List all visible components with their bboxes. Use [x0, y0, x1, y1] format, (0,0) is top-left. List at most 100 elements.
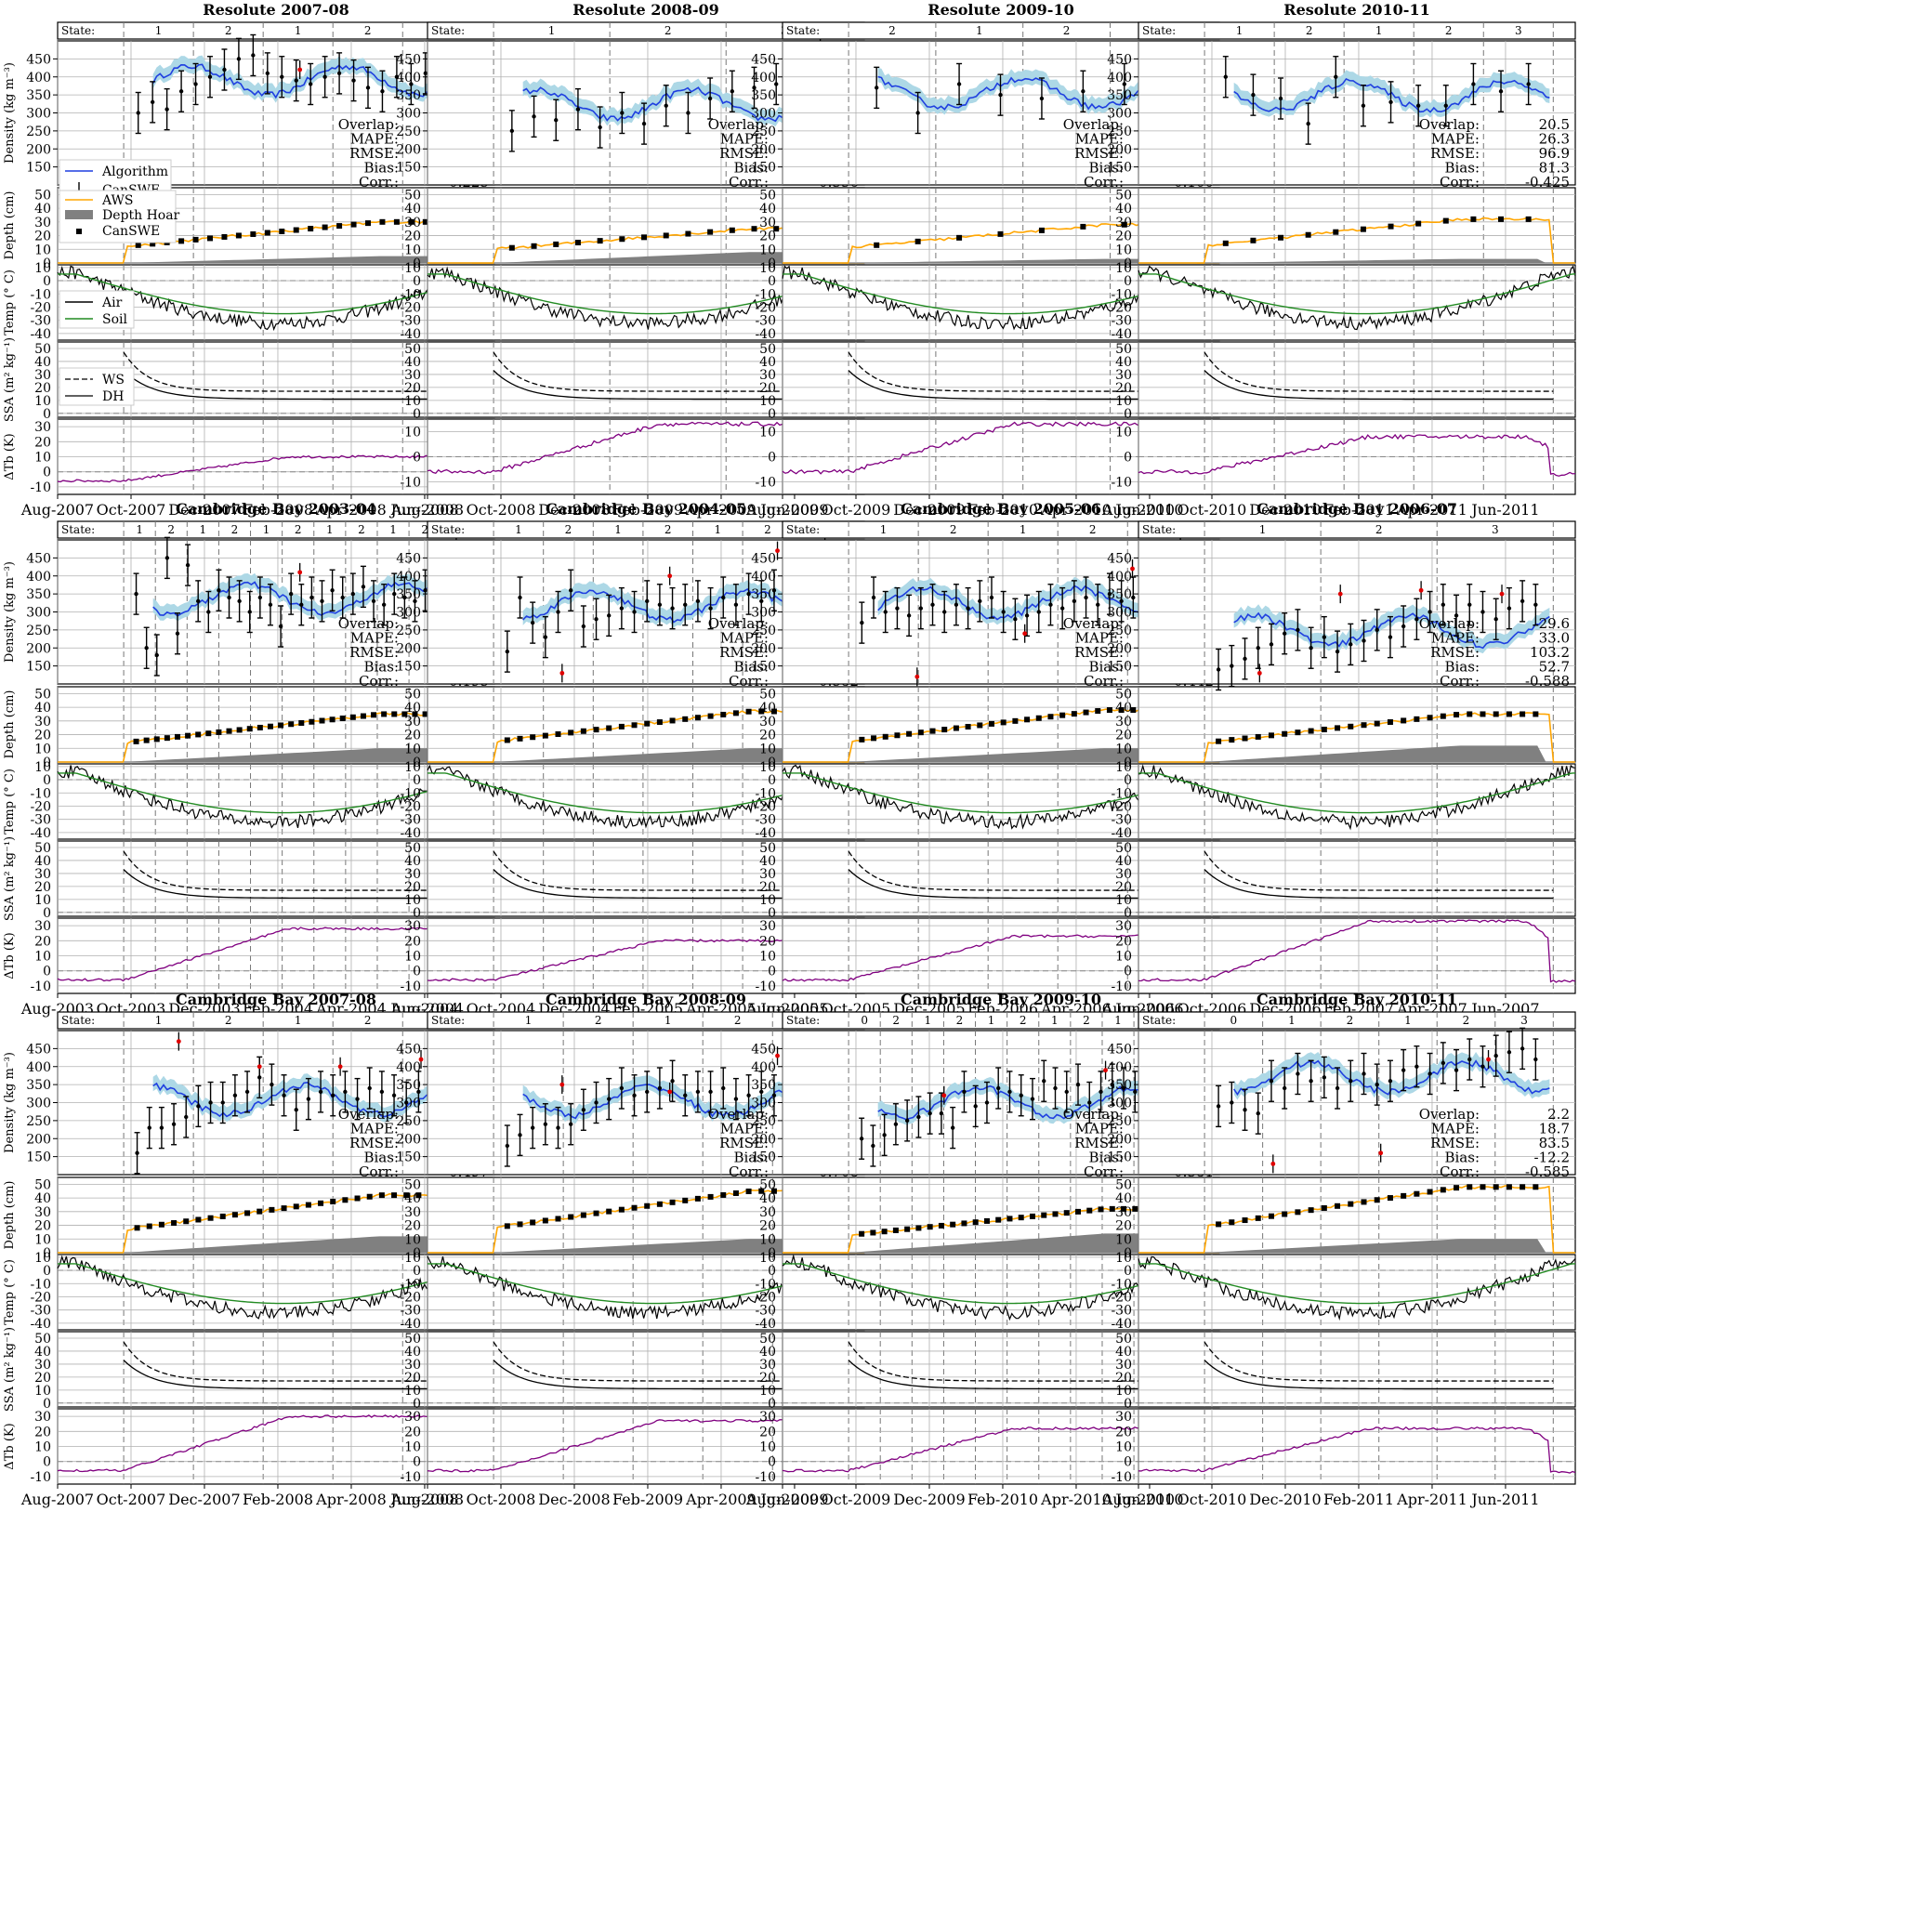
canswe-point [966, 606, 970, 611]
y-tick-label: 400 [1107, 570, 1132, 585]
canswe-point [1107, 591, 1112, 597]
canswe-depth-point [412, 711, 418, 717]
canswe-depth-point [1086, 1207, 1093, 1214]
y-tick-label: 30 [404, 368, 421, 383]
canswe-point [416, 1089, 421, 1095]
y-tick-label: 10 [759, 742, 776, 756]
stat-label: RMSE: [1430, 1135, 1480, 1151]
canswe-depth-point [618, 723, 625, 729]
canswe-depth-point [882, 733, 888, 740]
y-tick-label: 250 [396, 1114, 421, 1129]
canswe-depth-point [881, 1229, 888, 1235]
canswe-point [657, 602, 663, 607]
canswe-depth-point [758, 708, 765, 715]
canswe-point [371, 598, 376, 604]
canswe-depth-point [859, 736, 865, 743]
y-tick-label: 10 [34, 1384, 51, 1399]
state-label: State: [786, 24, 820, 37]
state-number: 2 [595, 1014, 602, 1027]
y-tick-label: 350 [26, 88, 51, 103]
y-tick-label: 10 [1115, 1232, 1132, 1247]
canswe-point [1121, 1085, 1126, 1091]
canswe-point [1533, 602, 1538, 607]
y-tick-label: 300 [396, 1097, 421, 1111]
canswe-point [984, 1100, 990, 1105]
canswe-depth-point [150, 241, 156, 247]
canswe-depth-point [153, 736, 160, 743]
y-tick-label: 30 [1115, 919, 1132, 934]
y-tick-label: 0 [768, 773, 776, 788]
y-tick-label: 10 [34, 1232, 51, 1247]
canswe-depth-point [1121, 221, 1127, 228]
y-tick-label: 350 [396, 587, 421, 602]
state-number: 2 [364, 24, 372, 37]
canswe-depth-point [293, 227, 299, 233]
canswe-point [1048, 602, 1053, 607]
canswe-depth-point [146, 1223, 152, 1229]
canswe-point [942, 610, 947, 614]
canswe-depth-point [134, 1225, 140, 1231]
subplot-title: Cambridge Bay 2004-05 [546, 500, 746, 518]
x-tick-label: Aug-2007 [20, 1491, 94, 1508]
canswe-point [1013, 617, 1018, 622]
canswe-depth-point [1222, 240, 1229, 246]
y-tick-label: 20 [759, 934, 776, 949]
canswe-point [556, 610, 560, 614]
state-number: 1 [925, 1014, 932, 1027]
canswe-depth-point [542, 1217, 548, 1224]
canswe-point [641, 121, 647, 126]
canswe-point [906, 613, 912, 618]
canswe-point [1454, 613, 1459, 618]
y-tick-label: 50 [34, 342, 51, 357]
canswe-point [594, 617, 599, 622]
canswe-depth-point [1467, 1184, 1473, 1190]
canswe-depth-point [1229, 737, 1235, 743]
canswe-depth-point [685, 230, 691, 237]
x-tick-label: Oct-2009 [822, 501, 891, 519]
y-tick-label: 200 [396, 641, 421, 656]
outlier-point [667, 573, 673, 579]
x-tick-label: Oct-2010 [1178, 501, 1247, 519]
y-tick-label: 10 [1115, 1440, 1132, 1455]
y-tick-label: 20 [404, 381, 421, 396]
y-tick-label: 20 [1115, 729, 1132, 743]
soil-temp-line [58, 772, 494, 814]
canswe-depth-point [914, 238, 921, 244]
y-axis-label: Depth (cm) [3, 1181, 17, 1250]
canswe-depth-point [1282, 1211, 1288, 1217]
x-tick-label: Feb-2010 [967, 501, 1038, 519]
canswe-point [278, 624, 283, 629]
canswe-point [543, 1122, 548, 1126]
canswe-depth-point [904, 1226, 911, 1232]
canswe-point [1110, 1082, 1114, 1087]
canswe-depth-point [995, 1216, 1002, 1223]
canswe-point [619, 1085, 625, 1091]
y-tick-label: -10 [755, 1277, 776, 1292]
outlier-point [418, 1057, 424, 1062]
canswe-depth-point [956, 234, 963, 241]
canswe-depth-point [1012, 717, 1019, 724]
state-label: State: [786, 1014, 820, 1027]
canswe-depth-point [504, 737, 510, 743]
x-tick-label: Apr-2011 [1396, 501, 1467, 519]
canswe-depth-point [906, 730, 913, 737]
canswe-depth-point [330, 1199, 336, 1205]
stat-value: -0.585 [1525, 1163, 1570, 1180]
canswe-point [1467, 1057, 1472, 1062]
stat-label: RMSE: [349, 644, 399, 661]
canswe-depth-point [707, 713, 714, 719]
y-tick-label: 40 [404, 202, 421, 217]
y-tick-label: 20 [34, 729, 51, 743]
y-tick-label: -20 [400, 300, 421, 315]
canswe-point [144, 646, 149, 651]
legend-depth-hoar-swatch [65, 210, 93, 219]
canswe-point [1251, 92, 1256, 98]
y-tick-label: 0 [1124, 274, 1132, 289]
canswe-point [136, 111, 140, 115]
y-tick-label: 20 [34, 435, 51, 450]
y-tick-label: 20 [404, 880, 421, 895]
y-tick-label: 30 [1115, 715, 1132, 729]
canswe-depth-point [644, 1203, 651, 1209]
stat-label: RMSE: [719, 145, 769, 162]
y-tick-label: 10 [404, 1232, 421, 1247]
